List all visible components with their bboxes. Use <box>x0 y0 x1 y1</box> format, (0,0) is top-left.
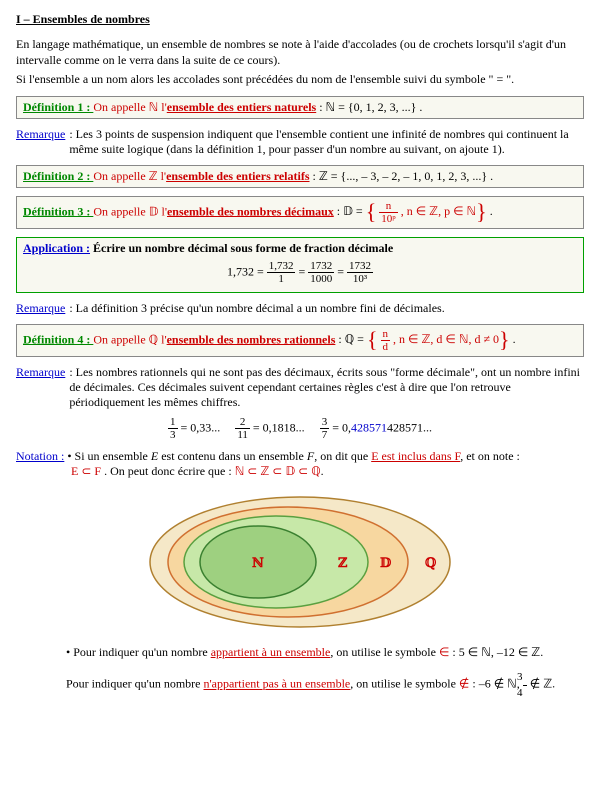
remark-2-body: : La définition 3 précise qu'un nombre d… <box>69 301 584 316</box>
application-title: Écrire un nombre décimal sous forme de f… <box>93 241 393 255</box>
definition-1-box: Définition 1 : On appelle ℕ l'ensemble d… <box>16 96 584 119</box>
not-belongs-bullet: Pour indiquer qu'un nombre n'appartient … <box>66 670 584 700</box>
definition-4-box: Définition 4 : On appelle ℚ l'ensemble d… <box>16 324 584 357</box>
definition-4-text: On appelle ℚ l'ensemble des nombres rati… <box>93 332 338 346</box>
notation-label: Notation : <box>16 449 64 463</box>
definition-3-set: : 𝔻 = { n10ᵖ , n ∈ ℤ, p ∈ ℕ} . <box>337 204 493 218</box>
definition-1-set: : ℕ = {0, 1, 2, 3, ...} . <box>319 100 422 114</box>
svg-text:𝔻: 𝔻 <box>380 555 391 570</box>
remark-1-label: Remarque <box>16 127 65 157</box>
application-equation: 1,732 = 1,7321 = 17321000 = 173210³ <box>23 256 577 289</box>
svg-text:ℕ: ℕ <box>252 555 264 570</box>
definition-2-label: Définition 2 : <box>23 169 93 183</box>
svg-text:ℤ: ℤ <box>338 555 348 570</box>
section-title: I – Ensembles de nombres <box>16 12 584 27</box>
definition-4-set: : ℚ = { nd , n ∈ ℤ, d ∈ ℕ, d ≠ 0} . <box>338 332 515 346</box>
remark-3-label: Remarque <box>16 365 65 410</box>
remark-1-body: : Les 3 points de suspension indiquent q… <box>69 127 584 157</box>
definition-1-text: On appelle ℕ l'ensemble des entiers natu… <box>93 100 319 114</box>
belongs-bullet: • Pour indiquer qu'un nombre appartient … <box>66 645 584 661</box>
application-label: Application : <box>23 241 90 255</box>
remark-3: Remarque : Les nombres rationnels qui ne… <box>16 365 584 410</box>
definition-3-label: Définition 3 : <box>23 204 93 218</box>
remark-2-label: Remarque <box>16 301 65 316</box>
application-box: Application : Écrire un nombre décimal s… <box>16 237 584 293</box>
definition-4-label: Définition 4 : <box>23 332 93 346</box>
notation-block: Notation : • Si un ensemble E est conten… <box>16 449 584 479</box>
intro-paragraph-1: En langage mathématique, un ensemble de … <box>16 37 584 68</box>
venn-diagram: ℕℤ𝔻ℚ <box>140 487 460 637</box>
periodic-examples: 13 = 0,33... 211 = 0,1818... 37 = 0,4285… <box>16 416 584 441</box>
definition-2-set: : ℤ = {..., – 3, – 2, – 1, 0, 1, 2, 3, .… <box>313 169 494 183</box>
definition-3-box: Définition 3 : On appelle 𝔻 l'ensemble d… <box>16 196 584 229</box>
definition-2-box: Définition 2 : On appelle ℤ l'ensemble d… <box>16 165 584 188</box>
remark-2: Remarque : La définition 3 précise qu'un… <box>16 301 584 316</box>
definition-3-text: On appelle 𝔻 l'ensemble des nombres déci… <box>93 204 336 218</box>
svg-text:ℚ: ℚ <box>425 555 436 570</box>
remark-1: Remarque : Les 3 points de suspension in… <box>16 127 584 157</box>
intro-paragraph-2: Si l'ensemble a un nom alors les accolad… <box>16 72 584 88</box>
definition-1-label: Définition 1 : <box>23 100 93 114</box>
definition-2-text: On appelle ℤ l'ensemble des entiers rela… <box>93 169 312 183</box>
remark-3-body: : Les nombres rationnels qui ne sont pas… <box>69 365 584 410</box>
